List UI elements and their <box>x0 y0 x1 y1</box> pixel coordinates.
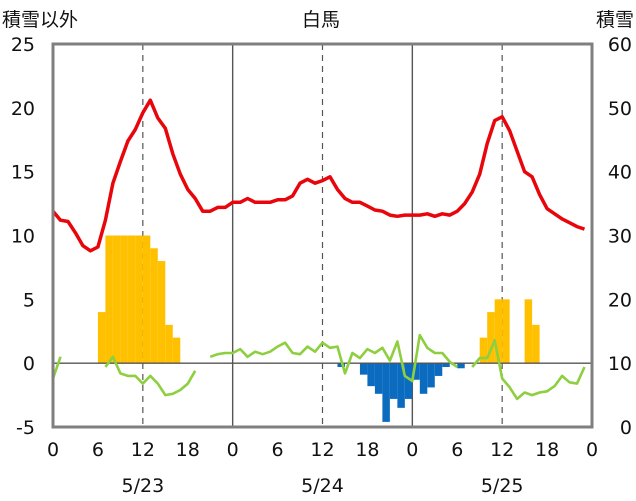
right-tick-label: 20 <box>608 289 632 311</box>
precip-bar <box>157 261 166 364</box>
x-tick-label: 18 <box>355 439 379 461</box>
x-tick-label: 6 <box>272 439 284 461</box>
precip-bar <box>404 363 413 399</box>
right-tick-label: 30 <box>608 226 632 248</box>
precip-bar <box>502 299 510 364</box>
x-tick-label: 0 <box>227 439 239 461</box>
left-tick-label: 20 <box>11 98 35 120</box>
precip-bar <box>337 363 345 367</box>
x-tick-label: 12 <box>131 439 155 461</box>
precip-bar <box>142 235 151 364</box>
precip-bar <box>479 337 488 364</box>
precip-bar <box>389 363 398 399</box>
x-tick-label: 0 <box>406 439 418 461</box>
date-label: 5/23 <box>121 475 164 497</box>
date-label: 5/25 <box>481 475 524 497</box>
right-tick-label: 40 <box>608 162 632 184</box>
precip-bar <box>367 363 375 387</box>
x-tick-label: 18 <box>176 439 200 461</box>
right-tick-label: 50 <box>608 98 632 120</box>
precip-bar <box>427 363 435 388</box>
precip-bar <box>97 312 106 364</box>
right-axis-label: 積雪 <box>596 9 634 31</box>
precip-bar <box>150 248 158 364</box>
snow-depth-line <box>471 338 586 401</box>
precip-bar <box>494 299 503 364</box>
plot-frame <box>51 42 594 429</box>
x-tick-label: 18 <box>535 439 559 461</box>
precip-bar <box>120 235 128 364</box>
precip-bar <box>457 363 465 369</box>
x-tick-label: 12 <box>310 439 334 461</box>
left-axis-label: 積雪以外 <box>2 9 78 31</box>
precip-bar <box>112 235 121 364</box>
precip-bar <box>105 235 113 364</box>
left-tick-label: 5 <box>23 289 35 311</box>
left-tick-label: -5 <box>16 417 35 439</box>
precip-bar <box>434 363 443 376</box>
precip-bar <box>419 363 428 394</box>
precip-bar <box>532 324 540 364</box>
snow-depth-line <box>104 355 197 397</box>
precip-bar <box>135 235 143 364</box>
right-tick-label: 10 <box>608 353 632 375</box>
snow-depth-line <box>209 333 459 383</box>
left-tick-label: 25 <box>11 34 35 56</box>
left-tick-label: 10 <box>11 226 35 248</box>
precip-bar <box>127 235 136 364</box>
plot-layer: -5 0 5 10 15 20 25 0 10 20 30 40 50 60 0 6 12 18 0 6 12 18 0 6 1… <box>11 34 632 497</box>
precip-bar <box>382 363 390 422</box>
left-tick-label: 15 <box>11 162 35 184</box>
precip-bar <box>397 363 405 408</box>
temperature-line <box>51 98 586 253</box>
x-tick-label: 12 <box>490 439 514 461</box>
precip-bar <box>359 363 368 375</box>
left-tick-label: 0 <box>23 353 35 375</box>
date-label: 5/24 <box>301 475 344 497</box>
right-tick-label: 60 <box>608 34 632 56</box>
precip-bar <box>374 363 383 394</box>
precip-bar <box>412 363 420 380</box>
precip-bar <box>524 299 533 364</box>
right-tick-label: 0 <box>620 417 632 439</box>
x-tick-label: 0 <box>47 439 59 461</box>
x-tick-label: 0 <box>586 439 598 461</box>
precip-bar <box>165 324 173 364</box>
x-tick-label: 6 <box>92 439 104 461</box>
precip-bar <box>172 337 181 364</box>
precip-bar <box>487 312 495 364</box>
x-tick-label: 6 <box>451 439 463 461</box>
chart-title: 白馬 <box>302 9 340 31</box>
precip-bar <box>442 363 450 367</box>
